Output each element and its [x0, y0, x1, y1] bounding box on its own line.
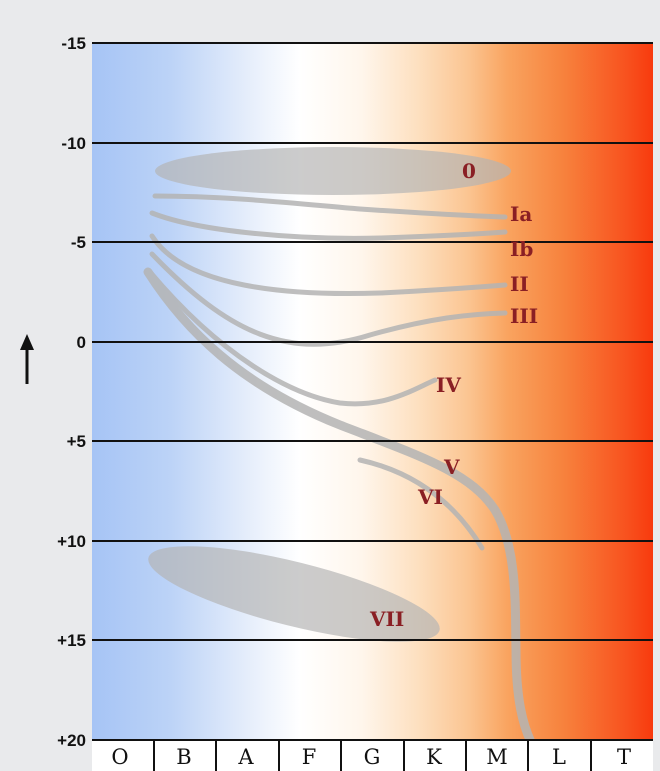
spectral-label-a: A — [237, 745, 254, 769]
spectral-label-b: B — [176, 745, 191, 769]
band-iv — [147, 269, 438, 407]
spectral-label-t: T — [617, 745, 631, 769]
spectral-class-axis: O B A F G K M L T — [92, 741, 653, 771]
band-ia — [152, 193, 508, 220]
class-label-iii: III — [510, 304, 538, 328]
band-ib — [149, 210, 508, 241]
class-label-ia: Ia — [510, 202, 532, 226]
spectral-label-f: F — [302, 745, 317, 769]
band-v — [143, 267, 536, 747]
band-iii — [149, 251, 508, 347]
y-tick-label: -15 — [61, 34, 86, 53]
luminosity-bands — [143, 147, 536, 747]
spectral-axis-background — [92, 741, 653, 771]
class-label-0: 0 — [462, 159, 476, 183]
spectral-label-l: L — [552, 745, 566, 769]
class-label-ib: Ib — [510, 237, 533, 261]
class-label-ii: II — [510, 272, 529, 296]
band-0 — [155, 147, 511, 195]
up-arrow-icon — [20, 334, 34, 384]
y-tick-label: +15 — [57, 631, 86, 650]
spectral-label-o: O — [111, 745, 128, 769]
y-tick-label: +20 — [57, 731, 86, 750]
y-axis-ticks: -15 -10 -5 0 +5 +10 +15 +20 — [57, 34, 86, 750]
spectral-label-g: G — [364, 745, 381, 769]
y-tick-label: +10 — [57, 532, 86, 551]
y-tick-label: -10 — [61, 134, 86, 153]
y-tick-label: 0 — [77, 333, 86, 352]
band-ii — [149, 233, 508, 297]
class-label-vii: VII — [369, 607, 404, 631]
spectral-label-k: K — [426, 745, 442, 769]
class-label-iv: IV — [436, 373, 461, 397]
band-vii — [148, 546, 440, 642]
band-vi — [357, 457, 485, 551]
class-label-v: V — [443, 455, 460, 479]
class-label-vi: VI — [417, 485, 443, 509]
magnitude-gridlines — [92, 42, 653, 741]
spectral-label-m: M — [486, 745, 508, 769]
y-tick-label: +5 — [67, 432, 86, 451]
luminosity-class-labels: 0 Ia Ib II III IV V VI VII — [369, 159, 538, 631]
y-tick-label: -5 — [71, 233, 86, 252]
